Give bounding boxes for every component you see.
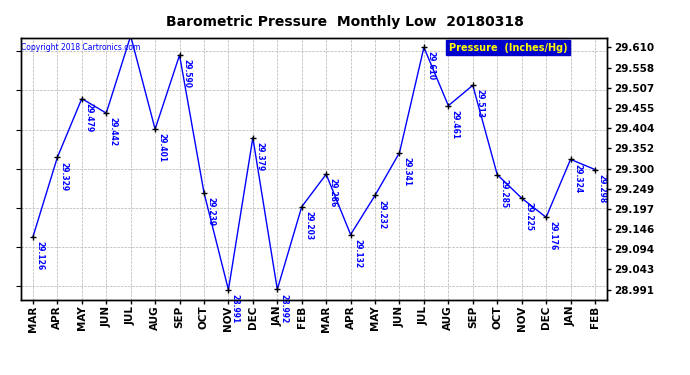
Text: 29.379: 29.379 — [255, 142, 264, 171]
Text: 29.639: 29.639 — [0, 374, 1, 375]
Text: 29.479: 29.479 — [84, 103, 93, 132]
Text: 29.610: 29.610 — [426, 51, 435, 81]
Text: 29.513: 29.513 — [475, 90, 484, 118]
Text: Pressure  (Inches/Hg): Pressure (Inches/Hg) — [448, 43, 567, 53]
Text: Barometric Pressure  Monthly Low  20180318: Barometric Pressure Monthly Low 20180318 — [166, 15, 524, 29]
Text: 29.461: 29.461 — [451, 110, 460, 139]
Text: 28.992: 28.992 — [279, 294, 288, 323]
Text: 29.442: 29.442 — [109, 117, 118, 146]
Text: 29.324: 29.324 — [573, 164, 582, 193]
Text: 29.225: 29.225 — [524, 202, 533, 231]
Text: 29.285: 29.285 — [500, 179, 509, 208]
Text: 29.176: 29.176 — [549, 222, 558, 251]
Text: 29.298: 29.298 — [598, 174, 607, 203]
Text: Copyright 2018 Cartronics.com: Copyright 2018 Cartronics.com — [21, 43, 141, 52]
Text: 29.132: 29.132 — [353, 239, 362, 268]
Text: 29.232: 29.232 — [377, 200, 386, 229]
Text: 29.401: 29.401 — [157, 134, 166, 162]
Text: 29.239: 29.239 — [206, 197, 215, 226]
Text: 29.203: 29.203 — [304, 211, 313, 240]
Text: 29.286: 29.286 — [328, 178, 337, 208]
Text: 29.341: 29.341 — [402, 157, 411, 186]
Text: 28.991: 28.991 — [231, 294, 240, 323]
Text: 29.126: 29.126 — [35, 241, 44, 270]
Text: 29.329: 29.329 — [60, 162, 69, 190]
Text: 29.590: 29.590 — [182, 59, 191, 88]
